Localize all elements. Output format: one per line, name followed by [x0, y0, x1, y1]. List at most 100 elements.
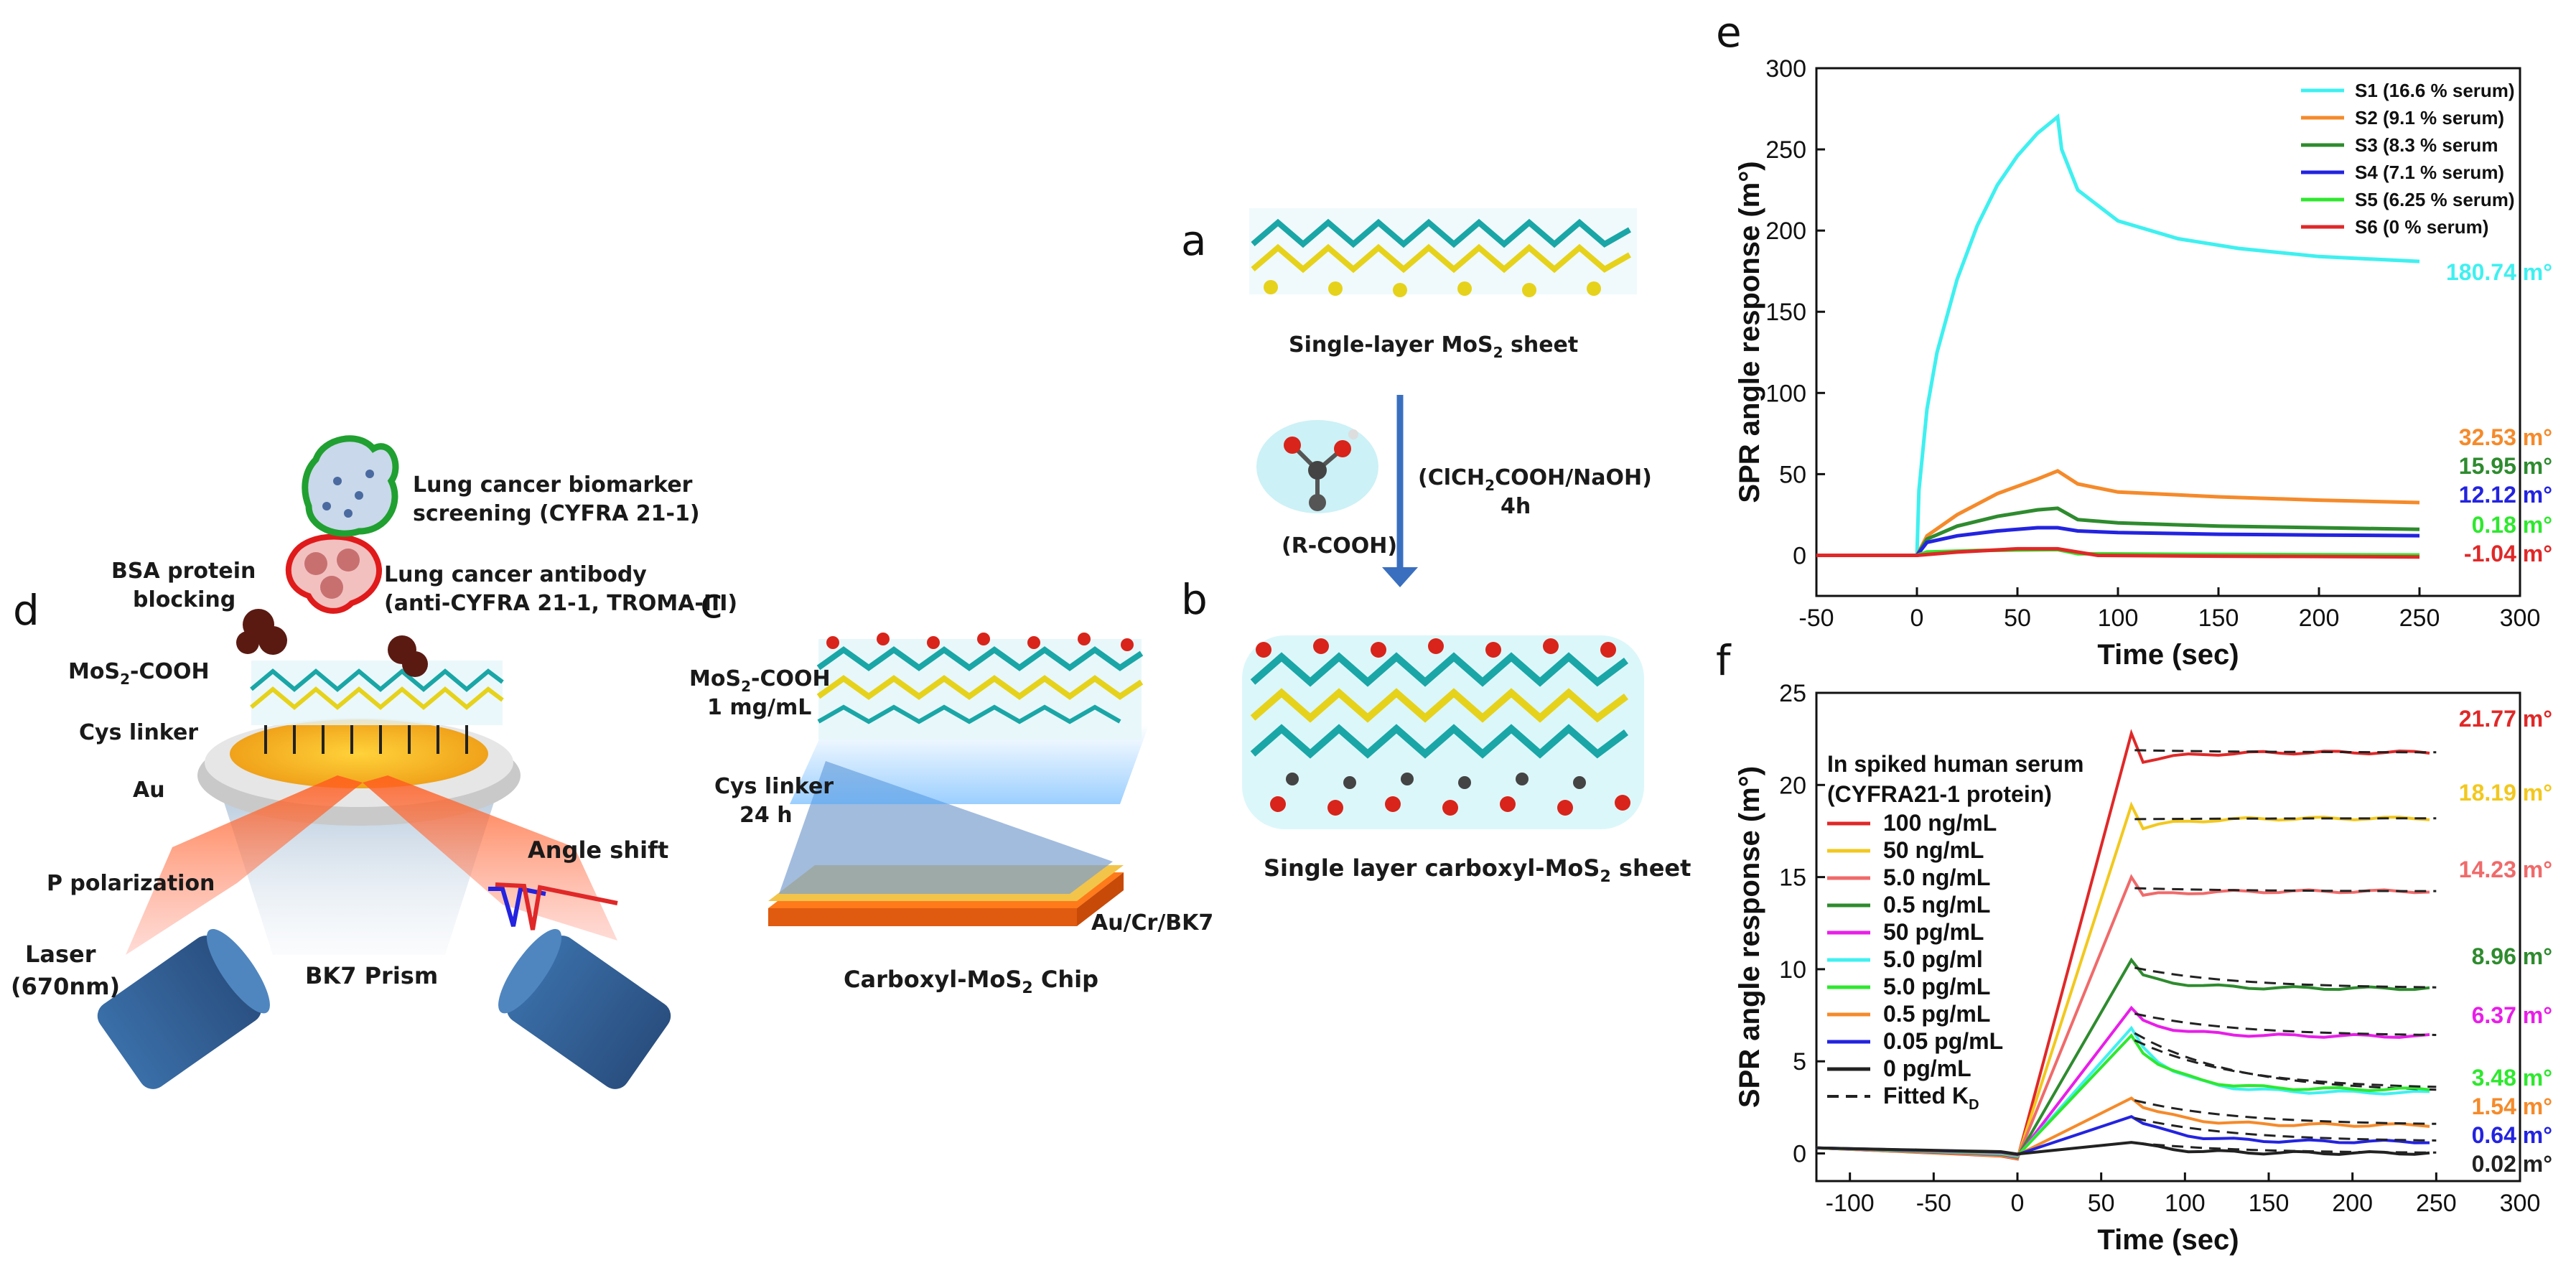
- fit-dashed-line: [2134, 1116, 2437, 1142]
- label-bsa-line2: blocking: [133, 587, 235, 612]
- sheet-a-caption: Single-layer MoS2 sheet: [1289, 332, 1578, 361]
- panel-a-sheet: [1249, 208, 1637, 297]
- y-tick-label: 150: [1765, 299, 1806, 326]
- label-r-cooh: (R-COOH): [1282, 533, 1397, 559]
- fit-dashed-line: [2134, 1142, 2437, 1154]
- end-value-label: 8.96 m°: [2472, 943, 2552, 969]
- panel-label-c: c: [700, 579, 723, 628]
- series-line: [1816, 113, 2420, 557]
- label-biomarker-line1: Lung cancer biomarker: [413, 472, 693, 498]
- x-tick-label: 100: [2098, 605, 2139, 632]
- legend-entry-fit: Fitted KD: [1883, 1083, 1979, 1113]
- legend-entry: 5.0 pg/ml: [1883, 946, 1983, 972]
- label-reagent: (ClCH2COOH/NaOH): [1418, 465, 1652, 494]
- legend-entry-fit-sub: D: [1969, 1097, 1979, 1113]
- y-axis-label: SPR angle response (m°): [1734, 766, 1765, 1108]
- reflected-beam: [363, 775, 617, 941]
- legend-entry: 0.5 ng/mL: [1883, 892, 1990, 918]
- chip-substrate-label: Au/Cr/BK7: [1091, 910, 1213, 936]
- x-tick-label: -50: [1798, 605, 1834, 632]
- panel-label-f: f: [1716, 636, 1732, 685]
- panel-label-e: e: [1716, 8, 1742, 57]
- end-value-label: 14.23 m°: [2459, 857, 2552, 882]
- x-tick-label: 0: [1910, 605, 1924, 632]
- legend-entry: S3 (8.3 % serum: [2355, 134, 2498, 156]
- cys-linker-layer-d: [264, 725, 468, 754]
- panel-b-sheet: [1242, 635, 1644, 829]
- panel-label-d: d: [13, 586, 39, 635]
- legend-entry: S1 (16.6 % serum): [2355, 80, 2515, 101]
- antibody: [285, 533, 383, 614]
- x-tick-label: 250: [2416, 1190, 2457, 1217]
- end-value-label: 6.37 m°: [2472, 1002, 2552, 1028]
- legend-entry: 0.05 pg/mL: [1883, 1028, 2003, 1054]
- series-line: [1816, 526, 2420, 557]
- label-time: 4h: [1501, 494, 1531, 519]
- x-tick-label: 50: [2088, 1190, 2115, 1217]
- chip-caption: Carboxyl-MoS2 Chip: [844, 966, 1098, 997]
- series-line: [1816, 469, 2420, 557]
- legend-entry: S2 (9.1 % serum): [2355, 107, 2504, 129]
- incident-beam: [126, 775, 363, 955]
- legend-entry: 50 pg/mL: [1883, 919, 1984, 945]
- y-tick-label: 100: [1765, 380, 1806, 407]
- carboxyl-group-icon: [1256, 420, 1378, 513]
- end-value-label: 1.54 m°: [2472, 1093, 2552, 1119]
- label-mos2-cooh: MoS2-COOH: [68, 659, 210, 688]
- plot-frame: [1815, 67, 2521, 597]
- laser-source: [97, 928, 270, 1089]
- x-axis-label: Time (sec): [2097, 639, 2239, 671]
- y-tick-label: 5: [1793, 1048, 1806, 1076]
- legend-entry: S4 (7.1 % serum): [2355, 162, 2504, 183]
- x-tick-label: 300: [2500, 1190, 2541, 1217]
- panel-c-chip: MoS2-COOH 1 mg/mL Cys linker 24 h Au/Cr/…: [689, 633, 1213, 997]
- fit-dashed-line: [2134, 1099, 2437, 1125]
- chart-e: -50 0 50 100 150 200 250 300 0 50 100 150 200 250 300 T…: [1734, 55, 2552, 671]
- series-line: [1816, 1141, 2430, 1156]
- gold-film: [230, 719, 488, 788]
- detector: [498, 928, 671, 1089]
- chip-mos2-label: MoS2-COOH: [689, 666, 831, 695]
- legend-entry: 0.5 pg/mL: [1883, 1001, 1990, 1027]
- y-axis-label: SPR angle response (m°): [1734, 161, 1765, 503]
- label-laser-line1: Laser: [25, 941, 96, 968]
- chip-cys-time: 24 h: [739, 803, 793, 828]
- bsa-protein: [236, 609, 428, 677]
- y-tick-label: 50: [1779, 461, 1806, 488]
- legend-title-line1: In spiked human serum: [1827, 751, 2083, 777]
- series-line: [1816, 546, 2420, 559]
- x-tick-label: -100: [1826, 1190, 1875, 1217]
- y-tick-label: 15: [1779, 864, 1806, 892]
- legend-entry: S6 (0 % serum): [2355, 216, 2488, 238]
- x-tick-label: 250: [2399, 605, 2440, 632]
- y-tick-label: 10: [1779, 956, 1806, 984]
- label-bsa-line1: BSA protein: [111, 559, 256, 584]
- y-tick-label: 25: [1779, 680, 1806, 707]
- legend-entry: 5.0 ng/mL: [1883, 864, 1990, 890]
- x-tick-label: 50: [2004, 605, 2031, 632]
- chip-mos2-conc: 1 mg/mL: [707, 695, 811, 720]
- end-value-label: 21.77 m°: [2459, 706, 2552, 732]
- end-value-label: 32.53 m°: [2459, 424, 2552, 450]
- label-bk7-prism: BK7 Prism: [305, 962, 438, 989]
- x-tick-label: 300: [2500, 605, 2541, 632]
- x-tick-label: 200: [2299, 605, 2340, 632]
- legend-entry: 50 ng/mL: [1883, 837, 1984, 863]
- panel-label-b: b: [1181, 575, 1208, 624]
- label-antibody-line1: Lung cancer antibody: [384, 562, 647, 587]
- end-value-label: 0.02 m°: [2472, 1151, 2552, 1177]
- plot-frame: [1815, 691, 2521, 1183]
- panel-d-setup: Lung cancer biomarker screening (CYFRA 2…: [11, 435, 737, 1089]
- panel-label-a: a: [1181, 216, 1207, 265]
- legend-entry: S5 (6.25 % serum): [2355, 189, 2515, 210]
- fit-dashed-line: [2134, 1032, 2437, 1091]
- label-laser-line2: (670nm): [11, 973, 120, 1000]
- y-tick-label: 0: [1793, 542, 1806, 569]
- label-antibody-line2: (anti-CYFRA 21-1, TROMA-III): [384, 591, 737, 616]
- fit-dashed-line: [2134, 1039, 2437, 1088]
- legend-entry: 0 pg/mL: [1883, 1055, 1971, 1081]
- mos2-layer-d: [250, 661, 504, 725]
- y-tick-label: 300: [1765, 55, 1806, 83]
- x-tick-label: 0: [2011, 1190, 2025, 1217]
- x-tick-label: -50: [1916, 1190, 1951, 1217]
